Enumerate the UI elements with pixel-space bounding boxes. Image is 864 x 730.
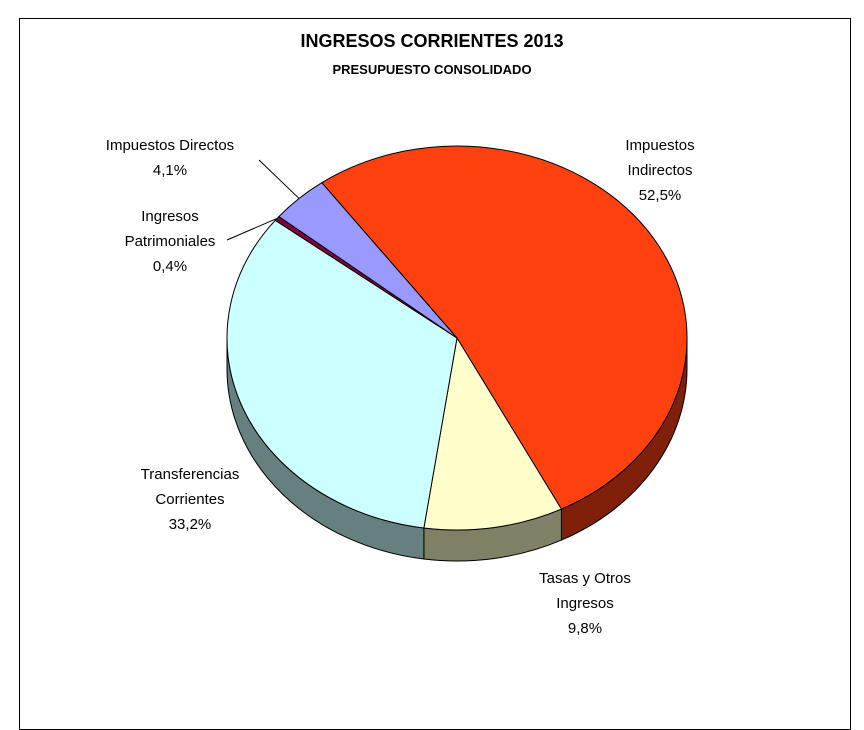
leader-line-impuestos-directos <box>258 159 300 199</box>
pie-top-slices <box>226 145 688 531</box>
label-impuestos-indirectos: Impuestos Indirectos 52,5% <box>625 137 695 204</box>
label-impuestos-directos: Impuestos Directos 4,1% <box>105 137 235 179</box>
chart-subtitle: PRESUPUESTO CONSOLIDADO <box>332 62 532 77</box>
pie-slice-4 <box>278 182 458 339</box>
label-ingresos-patrimoniales: Ingresos Patrimoniales 0,4% <box>124 208 216 275</box>
label-transferencias-corrientes: Transferencias Corrientes 33,2% <box>140 466 240 533</box>
pie-slice-1 <box>423 337 562 531</box>
label-tasas-otros-ingresos: Tasas y Otros Ingresos 9,8% <box>539 570 631 637</box>
leader-line-ingresos-patrimoniales <box>226 217 278 241</box>
pie-slice-2 <box>226 219 458 529</box>
pie-slice-0 <box>321 145 688 510</box>
chart-title: INGRESOS CORRIENTES 2013 <box>300 31 564 51</box>
